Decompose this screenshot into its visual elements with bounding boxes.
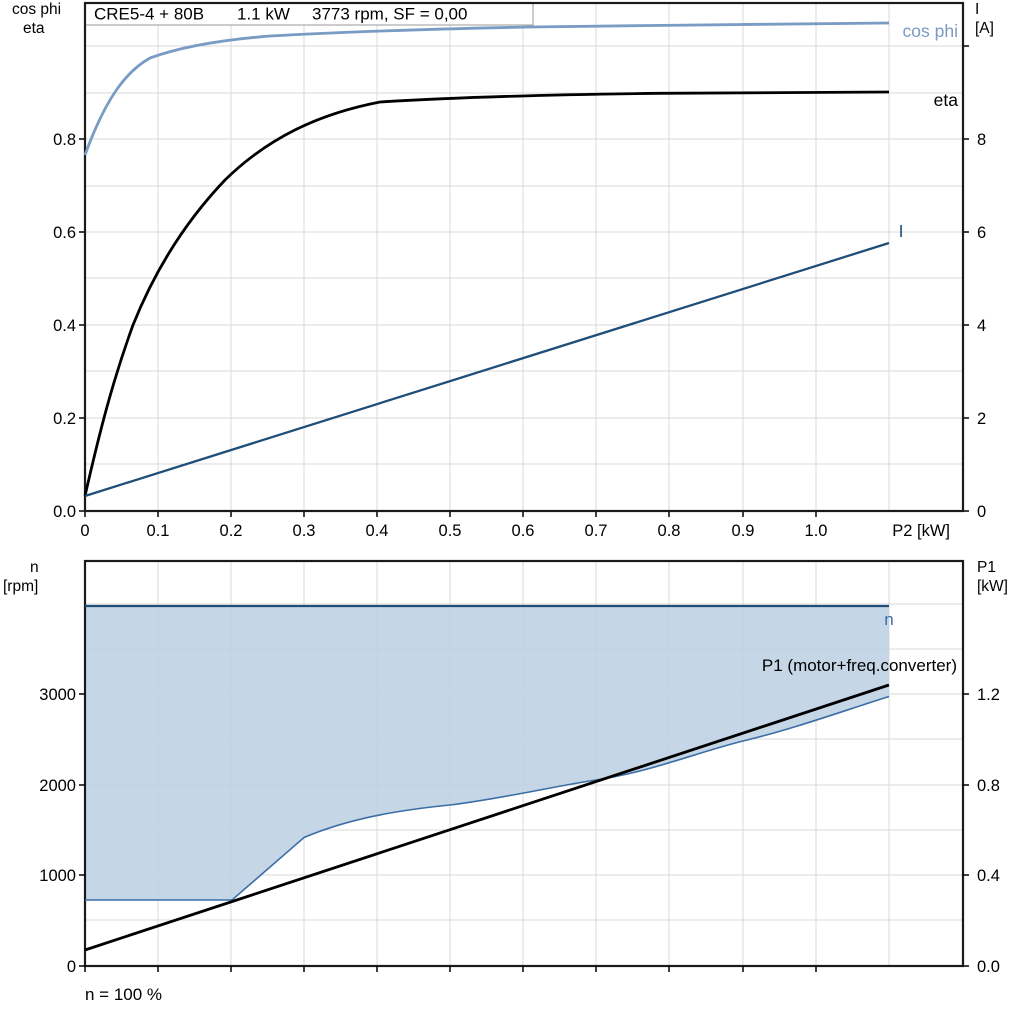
svg-text:eta: eta	[23, 20, 45, 37]
svg-text:[A]: [A]	[975, 20, 994, 37]
svg-text:0: 0	[67, 958, 76, 976]
svg-text:1.2: 1.2	[977, 686, 1000, 704]
svg-text:CRE5-4 + 80B: CRE5-4 + 80B	[94, 5, 204, 24]
svg-text:[kW]: [kW]	[977, 578, 1008, 595]
svg-text:0.1: 0.1	[147, 522, 170, 540]
svg-text:0.8: 0.8	[658, 522, 681, 540]
svg-text:0.2: 0.2	[53, 410, 76, 428]
svg-text:2: 2	[977, 410, 986, 428]
svg-text:1.0: 1.0	[805, 522, 828, 540]
svg-text:1.1 kW: 1.1 kW	[237, 5, 290, 24]
svg-text:P1: P1	[977, 559, 996, 576]
svg-text:3773 rpm, SF = 0,00: 3773 rpm, SF = 0,00	[312, 5, 467, 24]
svg-text:0.7: 0.7	[585, 522, 608, 540]
svg-text:0: 0	[977, 503, 986, 521]
svg-text:0.2: 0.2	[220, 522, 243, 540]
svg-text:0.5: 0.5	[439, 522, 462, 540]
svg-text:n = 100 %: n = 100 %	[85, 985, 162, 1004]
svg-text:0.4: 0.4	[53, 317, 76, 335]
svg-text:[rpm]: [rpm]	[3, 578, 38, 595]
svg-text:0.4: 0.4	[977, 867, 1000, 885]
svg-text:0: 0	[80, 522, 89, 540]
svg-text:cos phi: cos phi	[12, 1, 61, 18]
svg-text:2000: 2000	[39, 777, 76, 795]
svg-text:P2 [kW]: P2 [kW]	[892, 522, 950, 540]
svg-text:1000: 1000	[39, 867, 76, 885]
svg-text:0.4: 0.4	[366, 522, 389, 540]
svg-text:0.9: 0.9	[732, 522, 755, 540]
svg-text:8: 8	[977, 131, 986, 149]
svg-text:0.8: 0.8	[53, 131, 76, 149]
svg-text:n: n	[30, 559, 39, 576]
svg-text:3000: 3000	[39, 686, 76, 704]
svg-text:I: I	[975, 1, 979, 18]
svg-text:0.0: 0.0	[977, 958, 1000, 976]
svg-text:0.3: 0.3	[293, 522, 316, 540]
svg-text:0.6: 0.6	[53, 224, 76, 242]
svg-text:I: I	[899, 221, 904, 241]
svg-text:eta: eta	[934, 90, 959, 110]
svg-text:cos phi: cos phi	[903, 21, 958, 41]
svg-text:P1 (motor+freq.converter): P1 (motor+freq.converter)	[762, 656, 957, 675]
svg-text:4: 4	[977, 317, 986, 335]
svg-text:6: 6	[977, 224, 986, 242]
svg-text:0.0: 0.0	[53, 503, 76, 521]
svg-text:0.8: 0.8	[977, 777, 1000, 795]
svg-text:0.6: 0.6	[512, 522, 535, 540]
svg-text:n: n	[884, 610, 893, 629]
